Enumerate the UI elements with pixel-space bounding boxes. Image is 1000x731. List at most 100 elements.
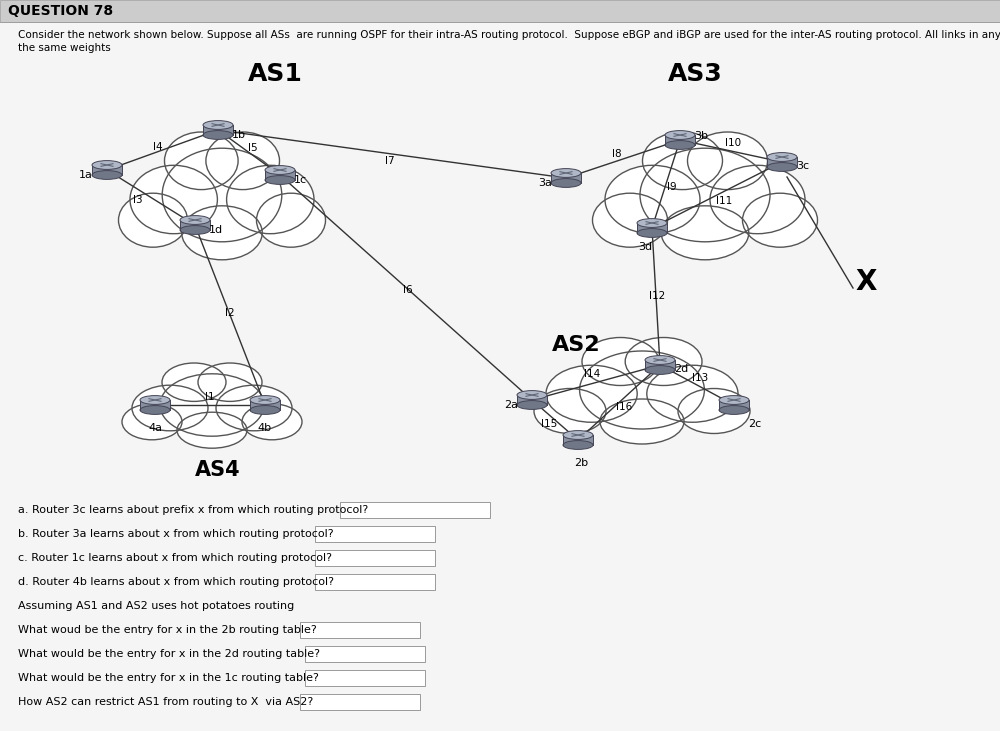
Ellipse shape: [534, 388, 606, 433]
Text: l10: l10: [725, 138, 741, 148]
Bar: [315, 550, 435, 566]
Text: l4: l4: [153, 142, 163, 152]
Bar: [315, 574, 435, 590]
Text: l7: l7: [385, 156, 395, 166]
Text: How AS2 can restrict AS1 from routing to X  via AS2?: How AS2 can restrict AS1 from routing to…: [18, 697, 313, 707]
Bar: [300, 694, 420, 710]
Text: 2c: 2c: [748, 419, 761, 429]
Ellipse shape: [119, 193, 188, 247]
Text: l9: l9: [667, 182, 677, 192]
Ellipse shape: [719, 395, 749, 404]
Text: 1a: 1a: [79, 170, 93, 180]
Text: d. Router 4b learns about x from which routing protocol?: d. Router 4b learns about x from which r…: [18, 577, 334, 587]
Ellipse shape: [582, 338, 659, 385]
Ellipse shape: [580, 351, 704, 429]
Text: 4a: 4a: [148, 423, 162, 433]
Ellipse shape: [640, 148, 770, 242]
Text: the same weights: the same weights: [18, 43, 111, 53]
Bar: [250, 400, 280, 410]
Text: What would be the entry for x in the 2d routing table?: What would be the entry for x in the 2d …: [18, 649, 320, 659]
Ellipse shape: [710, 165, 805, 234]
Ellipse shape: [180, 216, 210, 224]
Ellipse shape: [164, 132, 238, 189]
Bar: [340, 502, 490, 518]
Text: 1b: 1b: [232, 130, 246, 140]
Text: c. Router 1c learns about x from which routing protocol?: c. Router 1c learns about x from which r…: [18, 553, 332, 563]
Text: AS4: AS4: [195, 460, 241, 480]
Ellipse shape: [216, 385, 292, 431]
Ellipse shape: [642, 132, 722, 189]
Ellipse shape: [546, 366, 637, 423]
Ellipse shape: [198, 363, 262, 401]
Ellipse shape: [227, 165, 314, 234]
Text: QUESTION 78: QUESTION 78: [8, 4, 113, 18]
Ellipse shape: [130, 165, 217, 234]
Text: l16: l16: [616, 402, 632, 412]
Ellipse shape: [625, 338, 702, 385]
Text: l6: l6: [403, 285, 413, 295]
Text: l13: l13: [692, 373, 708, 383]
Ellipse shape: [645, 355, 675, 364]
Bar: [665, 135, 695, 145]
Ellipse shape: [742, 193, 818, 247]
Ellipse shape: [180, 226, 210, 235]
Ellipse shape: [678, 388, 750, 433]
Text: l12: l12: [649, 291, 665, 301]
Bar: [551, 173, 581, 183]
Ellipse shape: [517, 401, 547, 409]
Text: a. Router 3c learns about prefix x from which routing protocol?: a. Router 3c learns about prefix x from …: [18, 505, 368, 515]
Bar: [767, 157, 797, 167]
Text: 3d: 3d: [638, 242, 652, 252]
Ellipse shape: [551, 169, 581, 178]
Ellipse shape: [250, 395, 280, 404]
Bar: [203, 125, 233, 135]
Text: l1: l1: [205, 392, 215, 402]
Text: 1d: 1d: [209, 225, 223, 235]
Ellipse shape: [140, 406, 170, 414]
Text: Consider the network shown below. Suppose all ASs  are running OSPF for their in: Consider the network shown below. Suppos…: [18, 30, 1000, 40]
Ellipse shape: [160, 374, 264, 436]
Ellipse shape: [637, 219, 667, 227]
Ellipse shape: [563, 441, 593, 450]
Ellipse shape: [162, 363, 226, 401]
Text: 2b: 2b: [574, 458, 588, 468]
Bar: [92, 165, 122, 175]
Ellipse shape: [242, 404, 302, 440]
Text: 2d: 2d: [674, 364, 688, 374]
Ellipse shape: [265, 175, 295, 184]
Ellipse shape: [92, 161, 122, 170]
Ellipse shape: [122, 404, 182, 440]
Ellipse shape: [182, 206, 262, 260]
Ellipse shape: [665, 140, 695, 149]
Ellipse shape: [637, 229, 667, 238]
Text: l5: l5: [248, 143, 258, 153]
Bar: [305, 646, 425, 662]
Ellipse shape: [600, 399, 684, 444]
Bar: [719, 400, 749, 410]
Ellipse shape: [719, 406, 749, 414]
Bar: [315, 526, 435, 542]
Ellipse shape: [688, 132, 768, 189]
Ellipse shape: [767, 162, 797, 171]
Ellipse shape: [203, 131, 233, 140]
Ellipse shape: [592, 193, 668, 247]
Ellipse shape: [140, 395, 170, 404]
Text: 3a: 3a: [538, 178, 552, 188]
Ellipse shape: [265, 166, 295, 175]
Bar: [645, 360, 675, 370]
Text: l15: l15: [541, 419, 557, 429]
Text: 1c: 1c: [294, 175, 307, 185]
Text: What would be the entry for x in the 1c routing table?: What would be the entry for x in the 1c …: [18, 673, 319, 683]
Text: b. Router 3a learns about x from which routing protocol?: b. Router 3a learns about x from which r…: [18, 529, 334, 539]
Ellipse shape: [605, 165, 700, 234]
Bar: [563, 435, 593, 445]
Text: l11: l11: [716, 196, 732, 206]
Bar: [300, 622, 420, 638]
Text: X: X: [855, 268, 876, 296]
Bar: [265, 170, 295, 180]
Text: l3: l3: [133, 195, 143, 205]
Text: 3c: 3c: [796, 161, 809, 171]
Text: 3b: 3b: [694, 131, 708, 141]
Bar: [305, 670, 425, 686]
Text: Assuming AS1 and AS2 uses hot potatoes routing: Assuming AS1 and AS2 uses hot potatoes r…: [18, 601, 294, 611]
